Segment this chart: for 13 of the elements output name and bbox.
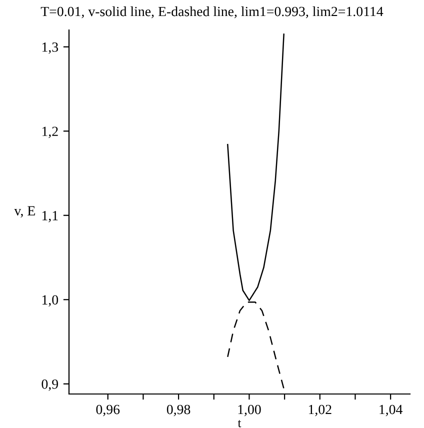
chart-title: T=0.01, v-solid line, E-dashed line, lim1=0.993, lim2=1.0114 [40,6,384,18]
y-axis-title: v, E [14,206,35,218]
y-tick-label: 1,1 [42,211,58,222]
x-tick-label: 1,04 [380,404,402,416]
x-tick-label: 0,96 [96,404,120,416]
x-tick-label: 1,02 [308,404,332,416]
x-tick-label: 0,98 [166,404,190,416]
y-tick-label: 0,9 [42,379,58,391]
y-tick-label: 1,2 [42,126,58,138]
y-tick-label: 1,3 [42,42,58,54]
x-tick-label: 1,00 [238,404,261,416]
y-tick-label: 1,0 [42,295,58,307]
x-axis-title: t [238,420,242,428]
